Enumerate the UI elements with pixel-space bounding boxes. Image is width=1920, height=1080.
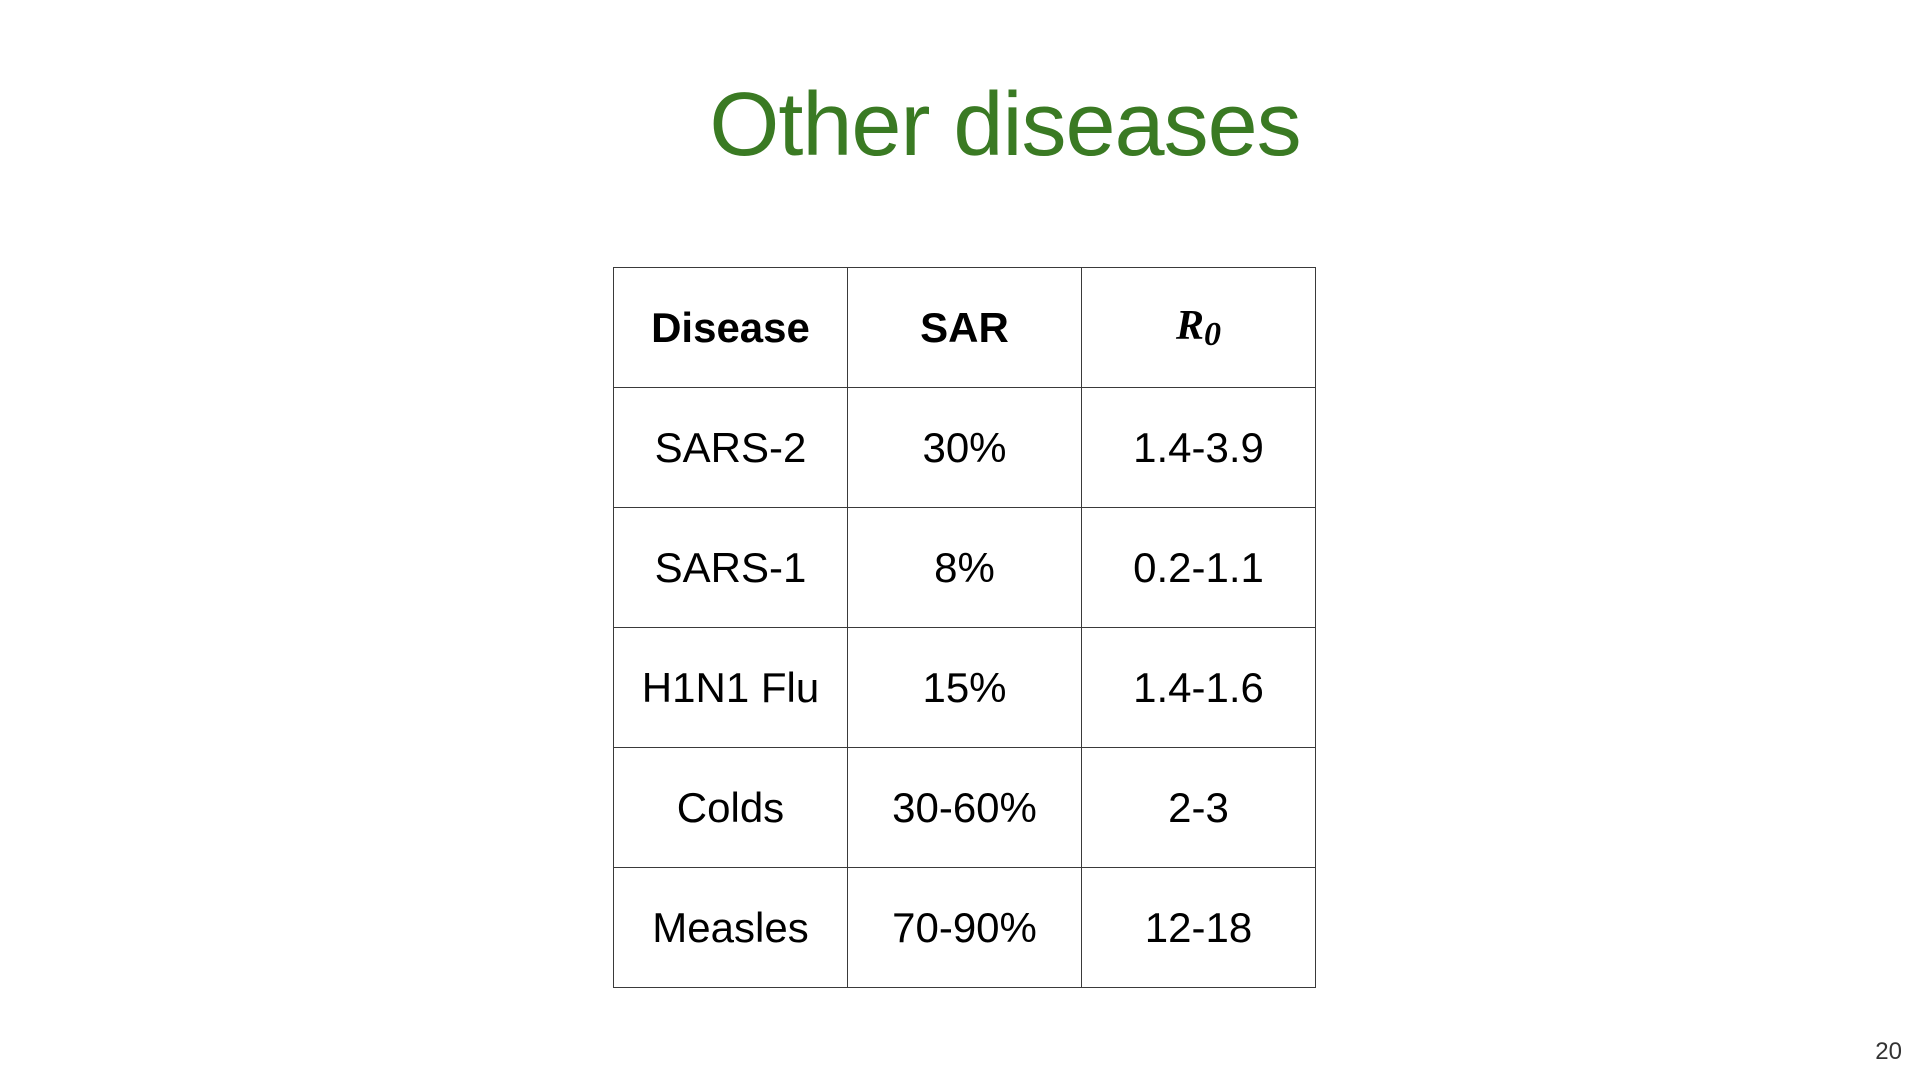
cell-disease: SARS-1 — [613, 507, 848, 628]
cell-r0: 2-3 — [1081, 747, 1316, 868]
header-disease: Disease — [613, 267, 848, 388]
header-r0-subscript: 0 — [1204, 315, 1221, 353]
cell-disease: H1N1 Flu — [613, 627, 848, 748]
header-r0: R0 — [1081, 267, 1316, 388]
table-header-row: Disease SAR R0 — [613, 267, 1316, 388]
cell-sar: 70-90% — [847, 867, 1082, 988]
cell-r0: 12-18 — [1081, 867, 1316, 988]
cell-sar: 8% — [847, 507, 1082, 628]
page-number: 20 — [1875, 1038, 1902, 1065]
cell-disease: SARS-2 — [613, 387, 848, 508]
table-row: SARS-2 30% 1.4-3.9 — [613, 387, 1316, 508]
table-row: H1N1 Flu 15% 1.4-1.6 — [613, 627, 1316, 748]
table-row: Measles 70-90% 12-18 — [613, 867, 1316, 988]
cell-r0: 0.2-1.1 — [1081, 507, 1316, 628]
cell-sar: 30% — [847, 387, 1082, 508]
table-row: SARS-1 8% 0.2-1.1 — [613, 507, 1316, 628]
cell-r0: 1.4-3.9 — [1081, 387, 1316, 508]
disease-table: Disease SAR R0 SARS-2 30% 1.4-3.9 SARS-1… — [613, 267, 1316, 988]
table-row: Colds 30-60% 2-3 — [613, 747, 1316, 868]
cell-r0: 1.4-1.6 — [1081, 627, 1316, 748]
cell-disease: Measles — [613, 867, 848, 988]
cell-sar: 30-60% — [847, 747, 1082, 868]
cell-disease: Colds — [613, 747, 848, 868]
cell-sar: 15% — [847, 627, 1082, 748]
header-sar: SAR — [847, 267, 1082, 388]
header-r0-main: R — [1175, 302, 1204, 349]
slide-title: Other diseases — [709, 75, 1301, 175]
